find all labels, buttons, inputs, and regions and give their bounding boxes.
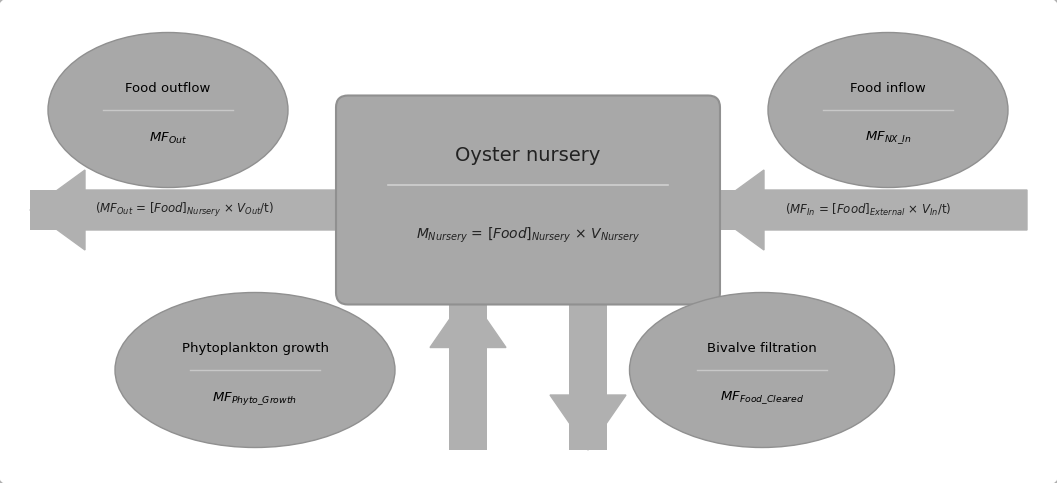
FancyArrow shape: [430, 293, 506, 347]
Text: $MF_{Phyto\_Growth}$: $MF_{Phyto\_Growth}$: [212, 389, 298, 407]
Ellipse shape: [48, 32, 288, 187]
Text: Phytoplankton growth: Phytoplankton growth: [182, 341, 329, 355]
Text: ($MF_{In}$ = $[Food]_{External}$ × $V_{In}$/t): ($MF_{In}$ = $[Food]_{External}$ × $V_{I…: [784, 202, 951, 218]
Bar: [30, 190, 1027, 230]
Ellipse shape: [115, 293, 395, 448]
Text: $M_{Nursery}$ = $[Food]_{Nursery}$ × $V_{Nursery}$: $M_{Nursery}$ = $[Food]_{Nursery}$ × $V_…: [415, 226, 641, 245]
Ellipse shape: [630, 293, 894, 448]
Bar: [449, 293, 487, 450]
FancyArrow shape: [550, 395, 626, 450]
FancyArrow shape: [709, 170, 1027, 250]
Text: $MF_{NX\_In}$: $MF_{NX\_In}$: [865, 129, 911, 146]
Text: $MF_{Out}$: $MF_{Out}$: [149, 130, 187, 145]
Text: Food inflow: Food inflow: [850, 82, 926, 95]
Ellipse shape: [768, 32, 1008, 187]
Text: ($MF_{Out}$ = $[Food]_{Nursery}$ × $V_{Out}$/t): ($MF_{Out}$ = $[Food]_{Nursery}$ × $V_{O…: [95, 201, 275, 219]
Bar: [569, 293, 607, 450]
FancyBboxPatch shape: [336, 96, 720, 304]
Text: Bivalve filtration: Bivalve filtration: [707, 341, 817, 355]
Text: $MF_{Food\_Cleared}$: $MF_{Food\_Cleared}$: [720, 390, 804, 406]
Text: Oyster nursery: Oyster nursery: [456, 145, 600, 165]
FancyArrow shape: [30, 170, 347, 250]
Text: Food outflow: Food outflow: [126, 82, 210, 95]
